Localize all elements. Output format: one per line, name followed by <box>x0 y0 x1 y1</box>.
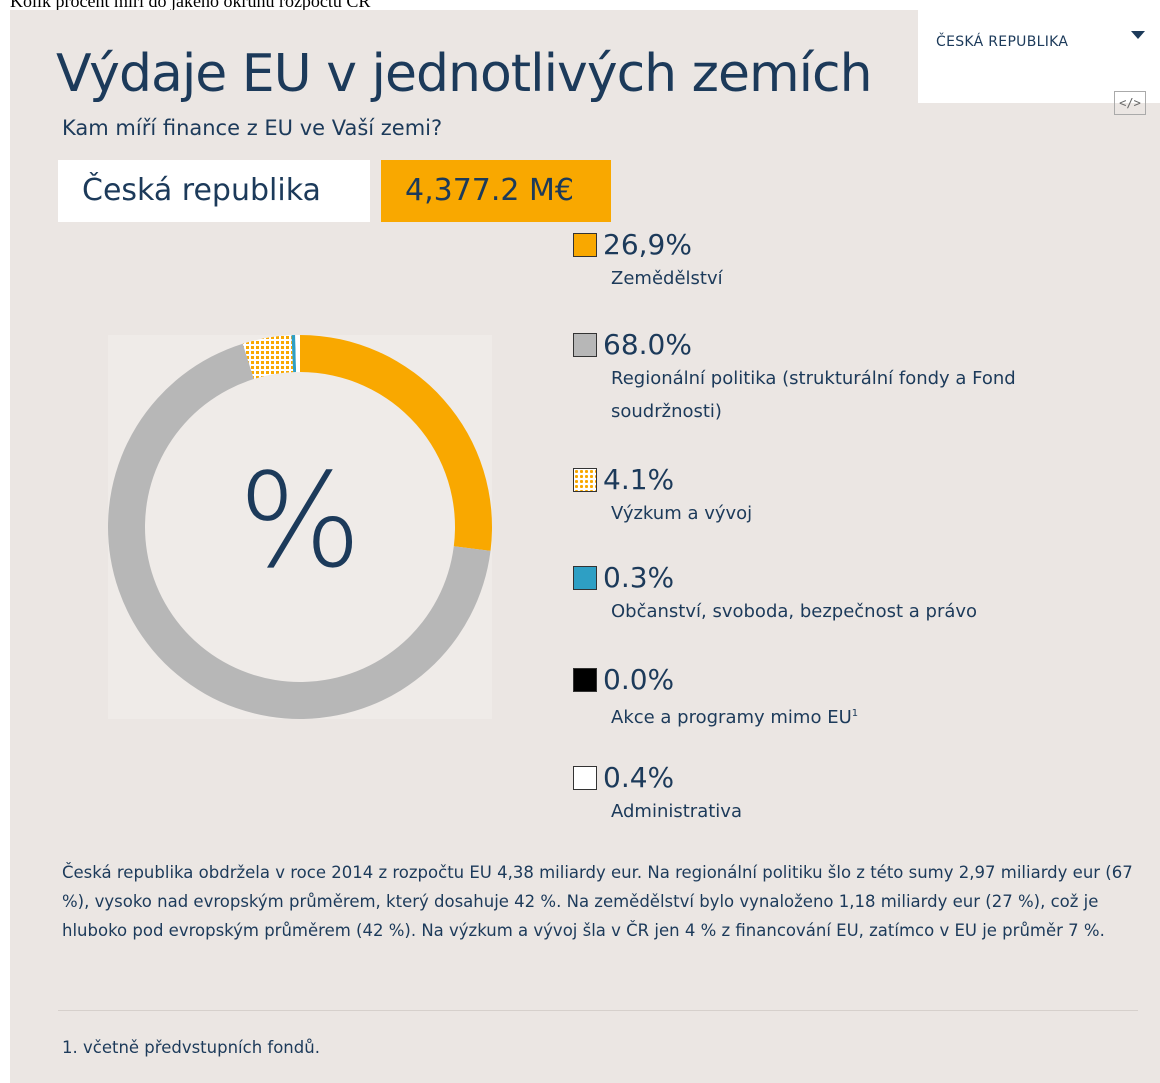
legend-label: Regionální politika (strukturální fondy … <box>611 362 1093 428</box>
chart-title: Výdaje EU v jednotlivých zemích <box>56 44 873 104</box>
donut-chart: % <box>108 335 492 719</box>
legend-value: 26,9% <box>603 228 692 261</box>
legend-item: 68.0% Regionální politika (strukturální f… <box>573 328 1093 428</box>
legend-label-text: Občanství, svoboda, bezpečnost a právo <box>611 601 978 622</box>
dropdown-label: ČESKÁ REPUBLIKA <box>936 34 1069 50</box>
legend-label-text: Administrativa <box>611 801 742 822</box>
chart-subtitle: Kam míří finance z EU ve Vaší zemi? <box>62 116 443 140</box>
legend-value: 0.3% <box>603 561 675 594</box>
separator <box>58 1010 1138 1011</box>
footnote-ref: 1 <box>851 708 859 719</box>
country-name: Česká republika <box>58 160 370 222</box>
country-dropdown[interactable]: ČESKÁ REPUBLIKA <box>918 10 1160 103</box>
legend-item: 4.1% Výzkum a vývoj <box>573 463 1093 530</box>
donut-segment <box>242 335 294 380</box>
donut-segment <box>300 335 492 551</box>
legend-label: Výzkum a vývoj <box>611 497 1093 530</box>
legend-value: 4.1% <box>603 463 675 496</box>
legend-swatch <box>573 468 597 492</box>
legend-item: 0.4% Administrativa <box>573 761 1093 828</box>
legend-head: 68.0% <box>573 328 1093 362</box>
donut-segment <box>291 335 297 373</box>
legend-head: 4.1% <box>573 463 1093 497</box>
legend-label-text: Akce a programy mimo EU <box>611 707 852 728</box>
legend-label: Administrativa <box>611 795 1093 828</box>
footnote: 1. včetně předvstupních fondů. <box>62 1038 320 1057</box>
legend-head: 0.0% <box>573 663 1093 697</box>
legend-label-text: Zemědělství <box>611 268 723 289</box>
legend-value: 0.4% <box>603 761 675 794</box>
legend-swatch <box>573 766 597 790</box>
total-amount: 4,377.2 M€ <box>381 160 611 222</box>
legend-label: Zemědělství <box>611 262 1093 295</box>
legend-item: 0.0% Akce a programy mimo EU1 <box>573 663 1093 734</box>
legend-value: 0.0% <box>603 663 675 696</box>
legend-value: 68.0% <box>603 328 692 361</box>
legend-head: 26,9% <box>573 228 1093 262</box>
embed-button[interactable]: </> <box>1114 91 1146 115</box>
page-caption: Kolik procent míří do jakého okruhu rozp… <box>10 0 371 11</box>
legend-label-text: Regionální politika (strukturální fondy … <box>611 368 1016 422</box>
legend-head: 0.3% <box>573 561 1093 595</box>
legend-swatch <box>573 333 597 357</box>
legend-item: 0.3% Občanství, svoboda, bezpečnost a prá… <box>573 561 1093 628</box>
legend-label: Akce a programy mimo EU1 <box>611 697 1093 734</box>
legend-swatch <box>573 668 597 692</box>
dropdown-arrow <box>1131 31 1145 39</box>
legend-head: 0.4% <box>573 761 1093 795</box>
legend-swatch <box>573 566 597 590</box>
legend-item: 26,9% Zemědělství <box>573 228 1093 295</box>
description: Česká republika obdržela v roce 2014 z r… <box>62 863 1133 940</box>
legend-label-text: Výzkum a vývoj <box>611 503 753 524</box>
center-label: % <box>238 445 362 597</box>
legend-swatch <box>573 233 597 257</box>
donut-segment <box>295 335 300 373</box>
legend-label: Občanství, svoboda, bezpečnost a právo <box>611 595 1093 628</box>
